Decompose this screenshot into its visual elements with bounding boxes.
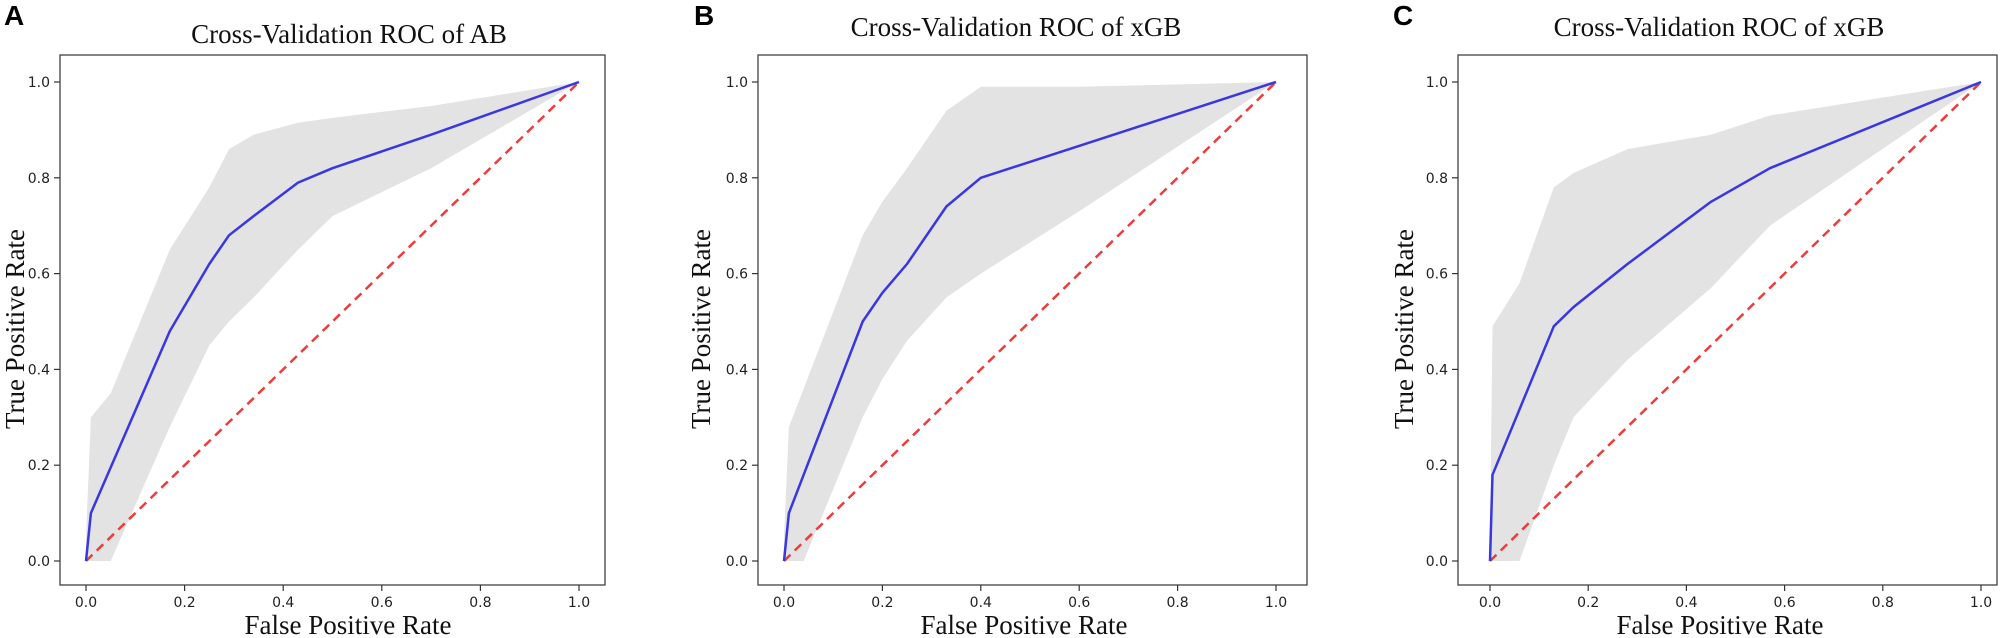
x-tick-label-a: 0.6 bbox=[371, 595, 393, 611]
mean-roc-line-a bbox=[84, 80, 580, 562]
y-axis-label-c: True Positive Rate bbox=[1389, 229, 1419, 429]
y-tick-label-b: 0.8 bbox=[726, 171, 748, 187]
panel-letter-a: A bbox=[4, 0, 24, 31]
x-tick-label-b: 0.0 bbox=[773, 595, 795, 611]
panel-b: B Cross-Validation ROC of xGB False Posi… bbox=[686, 0, 1308, 638]
x-axis-label-b: False Positive Rate bbox=[921, 610, 1128, 638]
y-tick-label-b: 0.0 bbox=[726, 554, 748, 570]
y-tick-label-c: 0.4 bbox=[1426, 362, 1448, 378]
x-tick-label-c: 1.0 bbox=[1970, 595, 1992, 611]
x-axis-label-c: False Positive Rate bbox=[1617, 610, 1824, 638]
plot-frame-c bbox=[1457, 54, 1998, 586]
y-tick-label-a: 0.8 bbox=[28, 171, 50, 187]
roc-confidence-band-c bbox=[1490, 82, 1981, 561]
chance-line-c bbox=[1489, 81, 1982, 562]
y-tick-label-b: 1.0 bbox=[726, 75, 748, 91]
y-axis-label-b: True Positive Rate bbox=[686, 229, 716, 429]
y-tick-label-a: 0.4 bbox=[28, 362, 50, 378]
y-axis-label-a: True Positive Rate bbox=[0, 229, 30, 429]
mean-roc-line-c bbox=[1488, 80, 1982, 562]
y-tick-label-a: 0.2 bbox=[28, 458, 50, 474]
roc-confidence-band-a bbox=[86, 82, 579, 561]
chart-title-a: Cross-Validation ROC of AB bbox=[191, 19, 507, 49]
mean-roc-line-b bbox=[782, 80, 1277, 562]
x-tick-label-c: 0.2 bbox=[1577, 595, 1599, 611]
y-tick-label-b: 0.2 bbox=[726, 458, 748, 474]
y-tick-label-c: 0.0 bbox=[1426, 554, 1448, 570]
x-axis-label-a: False Positive Rate bbox=[245, 610, 452, 638]
y-tick-label-b: 0.4 bbox=[726, 362, 748, 378]
x-tick-label-b: 0.6 bbox=[1068, 595, 1090, 611]
panel-a: A Cross-Validation ROC of AB False Posit… bbox=[0, 0, 606, 638]
y-tick-label-a: 0.0 bbox=[28, 554, 50, 570]
chance-line-b bbox=[783, 81, 1277, 562]
chance-line-a bbox=[85, 81, 580, 562]
chart-title-b: Cross-Validation ROC of xGB bbox=[851, 12, 1182, 42]
y-tick-label-c: 0.8 bbox=[1426, 171, 1448, 187]
x-tick-label-a: 1.0 bbox=[568, 595, 590, 611]
y-tick-label-c: 1.0 bbox=[1426, 75, 1448, 91]
y-tick-label-a: 0.6 bbox=[28, 267, 50, 283]
y-tick-label-c: 0.6 bbox=[1426, 267, 1448, 283]
plot-frame-a bbox=[59, 54, 606, 586]
x-tick-label-a: 0.4 bbox=[272, 595, 294, 611]
y-tick-label-c: 0.2 bbox=[1426, 458, 1448, 474]
panel-letter-b: B bbox=[694, 0, 714, 31]
x-tick-label-c: 0.4 bbox=[1675, 595, 1697, 611]
y-tick-label-a: 1.0 bbox=[28, 75, 50, 91]
x-tick-label-a: 0.2 bbox=[173, 595, 195, 611]
x-tick-label-c: 0.8 bbox=[1872, 595, 1894, 611]
y-tick-label-b: 0.6 bbox=[726, 267, 748, 283]
panel-letter-c: C bbox=[1393, 0, 1413, 31]
panel-c: C Cross-Validation ROC of xGB False Posi… bbox=[1389, 0, 1998, 638]
x-tick-label-a: 0.8 bbox=[469, 595, 491, 611]
x-tick-label-b: 0.2 bbox=[871, 595, 893, 611]
x-tick-label-c: 0.6 bbox=[1773, 595, 1795, 611]
roc-confidence-band-b bbox=[784, 82, 1276, 561]
x-tick-label-b: 0.8 bbox=[1166, 595, 1188, 611]
chart-title-c: Cross-Validation ROC of xGB bbox=[1554, 12, 1885, 42]
x-tick-label-b: 0.4 bbox=[970, 595, 992, 611]
x-tick-label-b: 1.0 bbox=[1265, 595, 1287, 611]
plot-frame-b bbox=[757, 54, 1308, 586]
x-tick-label-a: 0.0 bbox=[75, 595, 97, 611]
x-tick-label-c: 0.0 bbox=[1479, 595, 1501, 611]
